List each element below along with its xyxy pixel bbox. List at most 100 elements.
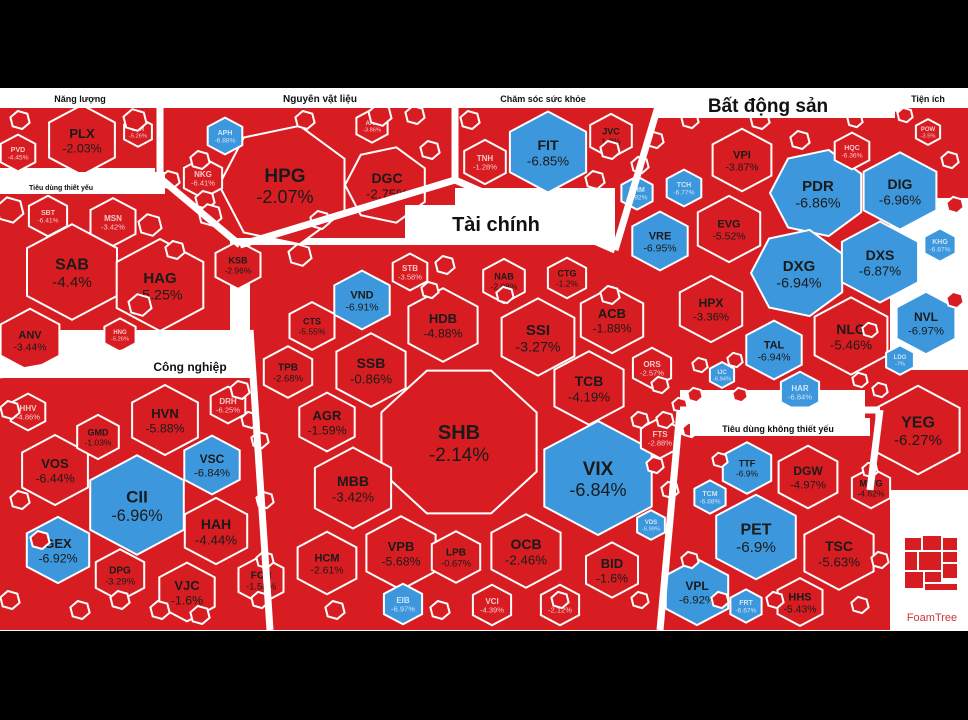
stock-cell-nlg[interactable]: NLG-5.46%: [813, 296, 889, 376]
minor-stock-cell[interactable]: [584, 169, 606, 191]
stock-cell-dxs[interactable]: DXS-6.87%: [840, 220, 920, 304]
stock-cell-shape[interactable]: [407, 287, 479, 363]
minor-stock-cell[interactable]: [122, 108, 148, 132]
minor-stock-cell[interactable]: [294, 109, 316, 131]
stock-cell-nkg[interactable]: NKG-6.41%: [182, 156, 224, 200]
minor-stock-cell[interactable]: [69, 599, 91, 621]
stock-cell-vpb[interactable]: VPB-5.68%: [365, 515, 437, 591]
stock-cell-shape[interactable]: [833, 131, 871, 171]
stock-cell-shape[interactable]: [696, 194, 762, 264]
stock-cell-hah[interactable]: HAH-4.44%: [183, 496, 249, 566]
stock-cell-shape[interactable]: [76, 413, 120, 461]
stock-cell-shape[interactable]: [0, 133, 37, 173]
stock-cell-hhs[interactable]: HHS-5.43%: [776, 576, 824, 628]
stock-cell-hcm[interactable]: HCM-2.61%: [296, 530, 358, 596]
stock-cell-dpg[interactable]: DPG-3.29%: [94, 548, 146, 602]
stock-cell-har[interactable]: HAR-6.84%: [779, 370, 821, 414]
stock-cell-tcm[interactable]: TCM-6.88%: [693, 479, 727, 515]
stock-cell-shape[interactable]: [500, 297, 576, 377]
stock-cell-shape[interactable]: [585, 541, 639, 599]
stock-cell-shape[interactable]: [296, 530, 358, 596]
stock-cell-ssi[interactable]: SSI-3.27%: [500, 297, 576, 377]
stock-cell-pow[interactable]: POW-3.5%: [914, 117, 942, 147]
minor-stock-cell[interactable]: [870, 550, 890, 570]
minor-stock-cell[interactable]: [691, 356, 709, 374]
stock-cell-shape[interactable]: [183, 434, 241, 496]
stock-cell-aph[interactable]: APH-6.88%: [206, 116, 244, 156]
minor-stock-cell[interactable]: [459, 109, 481, 131]
minor-stock-cell[interactable]: [655, 410, 675, 430]
stock-cell-bid[interactable]: BID-1.6%: [585, 541, 639, 599]
stock-cell-vsc[interactable]: VSC-6.84%: [183, 434, 241, 496]
stock-cell-shape[interactable]: [923, 227, 957, 263]
stock-cell-shape[interactable]: [380, 369, 538, 515]
stock-cell-lpb[interactable]: LPB-0.67%: [430, 530, 482, 584]
stock-cell-msn[interactable]: MSN-3.42%: [89, 196, 137, 248]
stock-cell-pdr[interactable]: PDR-6.86%: [768, 148, 863, 238]
stock-cell-vnd[interactable]: VND-6.91%: [333, 269, 391, 331]
stock-cell-tal[interactable]: TAL-6.94%: [745, 319, 803, 381]
minor-stock-cell[interactable]: [404, 104, 426, 126]
stock-cell-shape[interactable]: [768, 148, 863, 238]
minor-stock-cell[interactable]: [650, 375, 670, 395]
minor-stock-cell[interactable]: [630, 590, 650, 610]
stock-cell-sbt[interactable]: SBT-6.41%: [27, 194, 69, 238]
stock-cell-shape[interactable]: [27, 194, 69, 238]
minor-stock-cell[interactable]: [851, 371, 869, 389]
stock-cell-shape[interactable]: [288, 300, 336, 352]
minor-stock-cell[interactable]: [630, 410, 650, 430]
stock-cell-shape[interactable]: [430, 530, 482, 584]
stock-cell-shape[interactable]: [89, 196, 137, 248]
stock-cell-pvd[interactable]: PVD-4.45%: [0, 133, 37, 173]
stock-cell-hng[interactable]: HNG-5.26%: [103, 317, 137, 353]
stock-cell-shape[interactable]: [262, 345, 314, 399]
minor-stock-cell[interactable]: [137, 213, 163, 237]
stock-cell-shape[interactable]: [715, 493, 797, 581]
stock-cell-mbb[interactable]: MBB-3.42%: [313, 446, 393, 530]
minor-stock-cell[interactable]: [9, 109, 31, 131]
stock-cell-agr[interactable]: AGR-1.59%: [298, 391, 356, 453]
minor-stock-cell[interactable]: [680, 550, 700, 570]
stock-cell-shape[interactable]: [813, 296, 889, 376]
stock-cell-yeg[interactable]: YEG-6.27%: [875, 384, 961, 476]
minor-stock-cell[interactable]: [429, 599, 451, 621]
minor-stock-cell[interactable]: [164, 239, 186, 261]
minor-stock-cell[interactable]: [765, 590, 785, 610]
minor-stock-cell[interactable]: [29, 529, 51, 551]
minor-stock-cell[interactable]: [871, 381, 889, 399]
stock-cell-hqc[interactable]: HQC-6.36%: [833, 131, 871, 171]
stock-cell-shape[interactable]: [333, 269, 391, 331]
stock-cell-dgw[interactable]: DGW-4.97%: [777, 444, 839, 510]
minor-stock-cell[interactable]: [711, 451, 729, 469]
stock-cell-ldg[interactable]: LDG-7%: [885, 344, 915, 376]
stock-cell-shape[interactable]: [631, 210, 689, 272]
minor-stock-cell[interactable]: [945, 195, 965, 215]
minor-stock-cell[interactable]: [896, 106, 914, 124]
stock-cell-eib[interactable]: EIB-6.97%: [382, 582, 424, 626]
stock-cell-hpx[interactable]: HPX-3.36%: [678, 274, 744, 344]
stock-cell-shape[interactable]: [214, 239, 262, 291]
minor-stock-cell[interactable]: [940, 150, 960, 170]
stock-cell-pet[interactable]: PET-6.9%: [715, 493, 797, 581]
stock-cell-khg[interactable]: KHG-6.87%: [923, 227, 957, 263]
stock-cell-shape[interactable]: [546, 256, 588, 300]
minor-stock-cell[interactable]: [287, 243, 313, 267]
stock-cell-shape[interactable]: [749, 228, 844, 318]
stock-cell-tch[interactable]: TCH-6.77%: [665, 168, 703, 208]
minor-stock-cell[interactable]: [850, 595, 870, 615]
stock-cell-acb[interactable]: ACB-1.88%: [579, 285, 645, 355]
stock-cell-ijc[interactable]: IJC-6.94%: [708, 360, 736, 390]
minor-stock-cell[interactable]: [420, 280, 440, 300]
stock-cell-shb[interactable]: SHB-2.14%: [380, 369, 538, 515]
stock-cell-shape[interactable]: [862, 151, 938, 231]
minor-stock-cell[interactable]: [789, 129, 811, 151]
stock-cell-vci[interactable]: VCI-4.39%: [471, 583, 513, 627]
stock-cell-shape[interactable]: [463, 138, 507, 186]
minor-stock-cell[interactable]: [149, 599, 171, 621]
stock-cell-shape[interactable]: [382, 582, 424, 626]
minor-stock-cell[interactable]: [945, 290, 965, 310]
minor-stock-cell[interactable]: [495, 285, 515, 305]
stock-cell-hdb[interactable]: HDB-4.88%: [407, 287, 479, 363]
stock-cell-shape[interactable]: [183, 496, 249, 566]
stock-cell-vre[interactable]: VRE-6.95%: [631, 210, 689, 272]
